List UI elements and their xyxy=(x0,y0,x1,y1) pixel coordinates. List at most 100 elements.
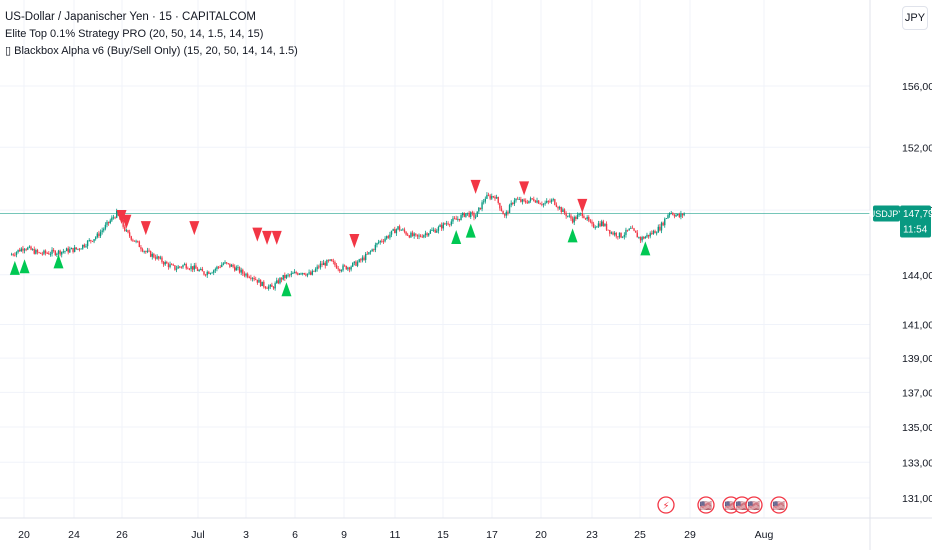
candle-body xyxy=(575,217,577,220)
candle-body xyxy=(626,229,629,231)
candle-body xyxy=(352,262,354,267)
buy-signal-marker xyxy=(19,259,30,274)
buy-signal-marker xyxy=(281,282,292,297)
candle-body xyxy=(335,265,338,269)
event-lightning-icon[interactable]: ⚡ xyxy=(657,496,675,514)
candle-body xyxy=(508,205,511,213)
candle-body xyxy=(243,273,246,276)
buy-signal-marker xyxy=(53,254,64,269)
candle-body xyxy=(481,202,483,210)
candlestick-series[interactable] xyxy=(10,192,685,291)
candle-body xyxy=(61,251,63,255)
candle-body xyxy=(156,256,158,259)
candle-body xyxy=(238,267,241,273)
candle-body xyxy=(373,249,375,251)
candle-body xyxy=(453,218,456,220)
candle-body xyxy=(554,199,556,205)
candle-body xyxy=(589,220,592,222)
candle-body xyxy=(269,284,271,287)
candle-body xyxy=(20,248,23,252)
candle-body xyxy=(326,260,328,266)
candle-body xyxy=(672,213,674,215)
candle-body xyxy=(213,270,215,273)
candle-body xyxy=(216,266,218,270)
candle-body xyxy=(285,274,288,279)
price-axis[interactable]: 156,000152,000148,000144,000141,000139,0… xyxy=(869,0,932,550)
candle-body xyxy=(439,225,441,227)
candle-body xyxy=(612,232,614,235)
candle-body xyxy=(405,231,407,235)
candle-body xyxy=(578,213,580,216)
candle-body xyxy=(64,251,66,252)
candle-body xyxy=(33,249,35,254)
candle-body xyxy=(196,268,199,271)
candle-body xyxy=(531,198,533,200)
candle-body xyxy=(209,273,212,274)
candle-body xyxy=(116,210,118,218)
candle-body xyxy=(179,266,181,268)
candle-body xyxy=(366,253,368,255)
price-tick-label: 135,000 xyxy=(902,422,932,434)
candle-body xyxy=(424,233,427,236)
candle-body xyxy=(311,270,314,275)
time-tick-label: 25 xyxy=(634,529,646,541)
candle-body xyxy=(376,243,378,245)
candle-body xyxy=(174,265,176,270)
symbol-title[interactable]: US-Dollar / Japanischer Yen · 15 · CAPIT… xyxy=(5,11,256,23)
candle-body xyxy=(379,240,381,243)
chart-legend: US-Dollar / Japanischer Yen · 15 · CAPIT… xyxy=(5,9,298,60)
candle-body xyxy=(25,249,27,251)
candle-body xyxy=(295,272,297,274)
candle-body xyxy=(67,248,69,253)
event-us-flag-icon[interactable]: 🇺🇸 xyxy=(697,496,715,514)
candle-body xyxy=(402,229,404,231)
candle-body xyxy=(327,260,330,261)
candle-body xyxy=(132,239,134,241)
currency-button[interactable]: JPY xyxy=(902,6,928,30)
candle-body xyxy=(613,232,616,235)
candle-body xyxy=(284,274,286,279)
candle-body xyxy=(343,265,346,267)
candle-body xyxy=(565,213,567,217)
candle-body xyxy=(601,221,603,227)
candle-body xyxy=(455,218,457,220)
candle-body xyxy=(479,207,482,210)
candle-body xyxy=(631,227,634,229)
candle-body xyxy=(360,259,362,261)
price-tick-label: 141,000 xyxy=(902,319,932,331)
candle-body xyxy=(507,211,509,213)
candle-body xyxy=(487,194,490,196)
candle-body xyxy=(374,244,377,250)
candle-body xyxy=(177,266,179,269)
time-axis[interactable]: 20 24 26 Jul 3 6 9 11 15 17 20 23 25 29 Aug xyxy=(0,517,932,541)
indicator-blackbox-label[interactable]: ▯ Blackbox Alpha v6 (Buy/Sell Only) (15,… xyxy=(5,45,298,57)
candle-body xyxy=(655,232,658,234)
candle-body xyxy=(143,251,145,253)
candle-body xyxy=(149,251,152,257)
candle-body xyxy=(211,272,213,274)
candle-body xyxy=(255,279,257,281)
candle-body xyxy=(529,198,532,201)
event-us-flag-icon[interactable]: 🇺🇸 xyxy=(745,496,763,514)
candle-body xyxy=(114,217,116,219)
candle-body xyxy=(394,229,396,234)
candle-body xyxy=(426,233,428,236)
candle-body xyxy=(329,259,331,261)
candle-body xyxy=(78,248,81,250)
candle-body xyxy=(550,200,553,202)
candle-body xyxy=(14,254,16,256)
event-us-flag-icon[interactable]: 🇺🇸 xyxy=(733,496,751,514)
candle-body xyxy=(264,286,267,288)
events-row[interactable]: ⚡ 🇺🇸 🇺🇸🇺🇸 🇺🇸 🇺🇸 xyxy=(657,496,788,514)
candle-body xyxy=(620,232,622,238)
candle-body xyxy=(665,218,668,219)
candle-body xyxy=(497,197,499,203)
candle-body xyxy=(476,211,478,217)
candle-body xyxy=(86,240,89,247)
indicator-elite-label[interactable]: Elite Top 0.1% Strategy PRO (20, 50, 14,… xyxy=(5,28,264,40)
candle-body xyxy=(30,246,32,250)
event-glyph: 🇺🇸 xyxy=(700,500,713,512)
candle-body xyxy=(413,233,415,236)
event-us-flag-icon[interactable]: 🇺🇸 xyxy=(770,496,788,514)
